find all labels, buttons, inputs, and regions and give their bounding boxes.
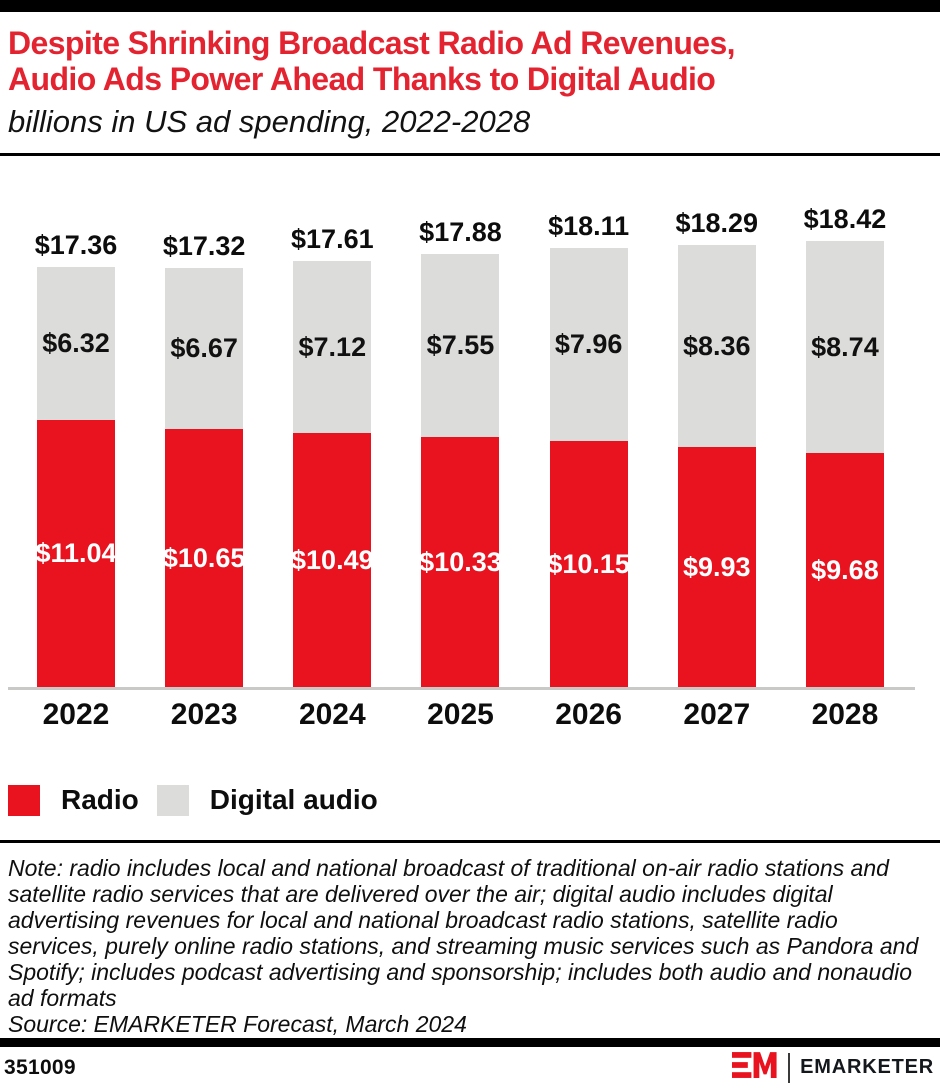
digital-audio-segment: $7.96	[549, 248, 628, 441]
bottom-black-bar	[0, 1038, 940, 1047]
note-divider	[0, 840, 940, 843]
legend-label: Digital audio	[209, 784, 378, 815]
page-title-line1: Despite Shrinking Broadcast Radio Ad Rev…	[8, 25, 736, 61]
total-value-label: $17.36	[34, 230, 118, 260]
footer: 351009 EMARKETER	[0, 1047, 940, 1088]
page-title-line2: Audio Ads Power Ahead Thanks to Digital …	[8, 61, 716, 97]
legend-item-radio: Radio	[8, 784, 139, 816]
digital-audio-value-label: $6.32	[42, 328, 110, 358]
brand-name: EMARKETER	[800, 1056, 934, 1078]
footnote-block: Note: radio includes local and national …	[0, 843, 940, 1037]
bar-group-2024: $17.61 $7.12 $10.49	[291, 224, 374, 687]
top-black-bar	[0, 0, 940, 12]
digital-audio-segment: $6.67	[165, 268, 244, 429]
digital-audio-segment: $7.12	[293, 261, 372, 433]
total-value-label: $17.32	[162, 231, 246, 261]
digital-audio-value-label: $7.96	[554, 329, 623, 359]
radio-segment: $11.04	[35, 420, 117, 687]
digital-audio-value-label: $7.12	[298, 331, 367, 362]
digital-audio-value-label: $8.36	[682, 330, 751, 361]
note-text: Note: radio includes local and national …	[8, 855, 919, 1011]
year-label-2028: 2028	[811, 698, 879, 731]
radio-value-label: $9.93	[682, 551, 751, 582]
bar-group-2027: $18.29 $8.36 $9.93	[675, 208, 759, 687]
digital-audio-value-label: $7.55	[426, 330, 495, 360]
brand-lockup: EMARKETER	[732, 1052, 934, 1083]
legend-label: Radio	[61, 784, 139, 815]
chart-legend: Radio Digital audio	[0, 784, 940, 816]
digital-audio-value-label: $8.74	[811, 331, 879, 362]
bar-group-2025: $17.88 $7.55 $10.33	[419, 217, 502, 687]
digital-audio-segment: $7.55	[421, 254, 500, 437]
header-divider	[0, 153, 940, 156]
year-label-2023: 2023	[170, 698, 238, 731]
radio-segment: $10.33	[419, 437, 502, 687]
radio-segment: $10.49	[291, 433, 374, 687]
x-axis-labels: 2022 2023 2024 2025 2026 2027 2028	[0, 698, 940, 732]
radio-segment: $9.93	[677, 447, 756, 687]
header: Despite Shrinking Broadcast Radio Ad Rev…	[0, 12, 940, 139]
radio-value-label: $10.15	[547, 548, 630, 579]
bar-group-2028: $18.42 $8.74 $9.68	[803, 204, 887, 687]
emarketer-logo-icon	[732, 1052, 778, 1083]
page-subtitle: billions in US ad spending, 2022-2028	[8, 104, 531, 139]
total-value-label: $17.61	[291, 224, 374, 254]
bars-row: $17.36 $6.32 $11.04 $17.32 $6.67 $10.65 $17.61…	[0, 197, 940, 687]
legend-swatch	[8, 784, 40, 816]
year-label-2022: 2022	[42, 698, 110, 731]
brand-divider	[788, 1052, 791, 1083]
year-label-2025: 2025	[427, 698, 494, 731]
radio-segment: $10.65	[162, 429, 246, 687]
legend-swatch	[156, 784, 189, 816]
radio-segment: $9.68	[805, 453, 884, 687]
digital-audio-value-label: $6.67	[170, 333, 238, 363]
total-value-label: $18.42	[803, 204, 887, 234]
stacked-bar-chart: $17.36 $6.32 $11.04 $17.32 $6.67 $10.65 $17.61…	[0, 197, 940, 732]
year-label-2027: 2027	[683, 698, 751, 731]
bar-group-2026: $18.11 $7.96 $10.15	[547, 211, 630, 687]
total-value-label: $18.11	[548, 211, 630, 241]
bar-group-2022: $17.36 $6.32 $11.04	[34, 230, 118, 687]
total-value-label: $18.29	[675, 208, 759, 238]
digital-audio-segment: $8.36	[677, 245, 756, 447]
chart-id: 351009	[4, 1055, 76, 1079]
bar-group-2023: $17.32 $6.67 $10.65	[162, 231, 246, 687]
digital-audio-segment: $6.32	[37, 267, 115, 420]
source-text: Source: EMARKETER Forecast, March 2024	[8, 1011, 467, 1037]
year-label-2026: 2026	[555, 698, 622, 731]
total-value-label: $17.88	[419, 217, 502, 247]
radio-value-label: $9.68	[811, 554, 879, 585]
radio-value-label: $10.49	[291, 544, 374, 575]
page-title: Despite Shrinking Broadcast Radio Ad Rev…	[8, 25, 932, 97]
legend-item-digital-audio: Digital audio	[156, 784, 378, 816]
digital-audio-segment: $8.74	[805, 241, 884, 453]
radio-value-label: $10.33	[419, 546, 502, 577]
radio-value-label: $10.65	[162, 542, 246, 573]
radio-value-label: $11.04	[35, 538, 117, 568]
year-label-2024: 2024	[298, 698, 366, 731]
x-axis-line	[8, 687, 915, 690]
radio-segment: $10.15	[547, 441, 630, 687]
